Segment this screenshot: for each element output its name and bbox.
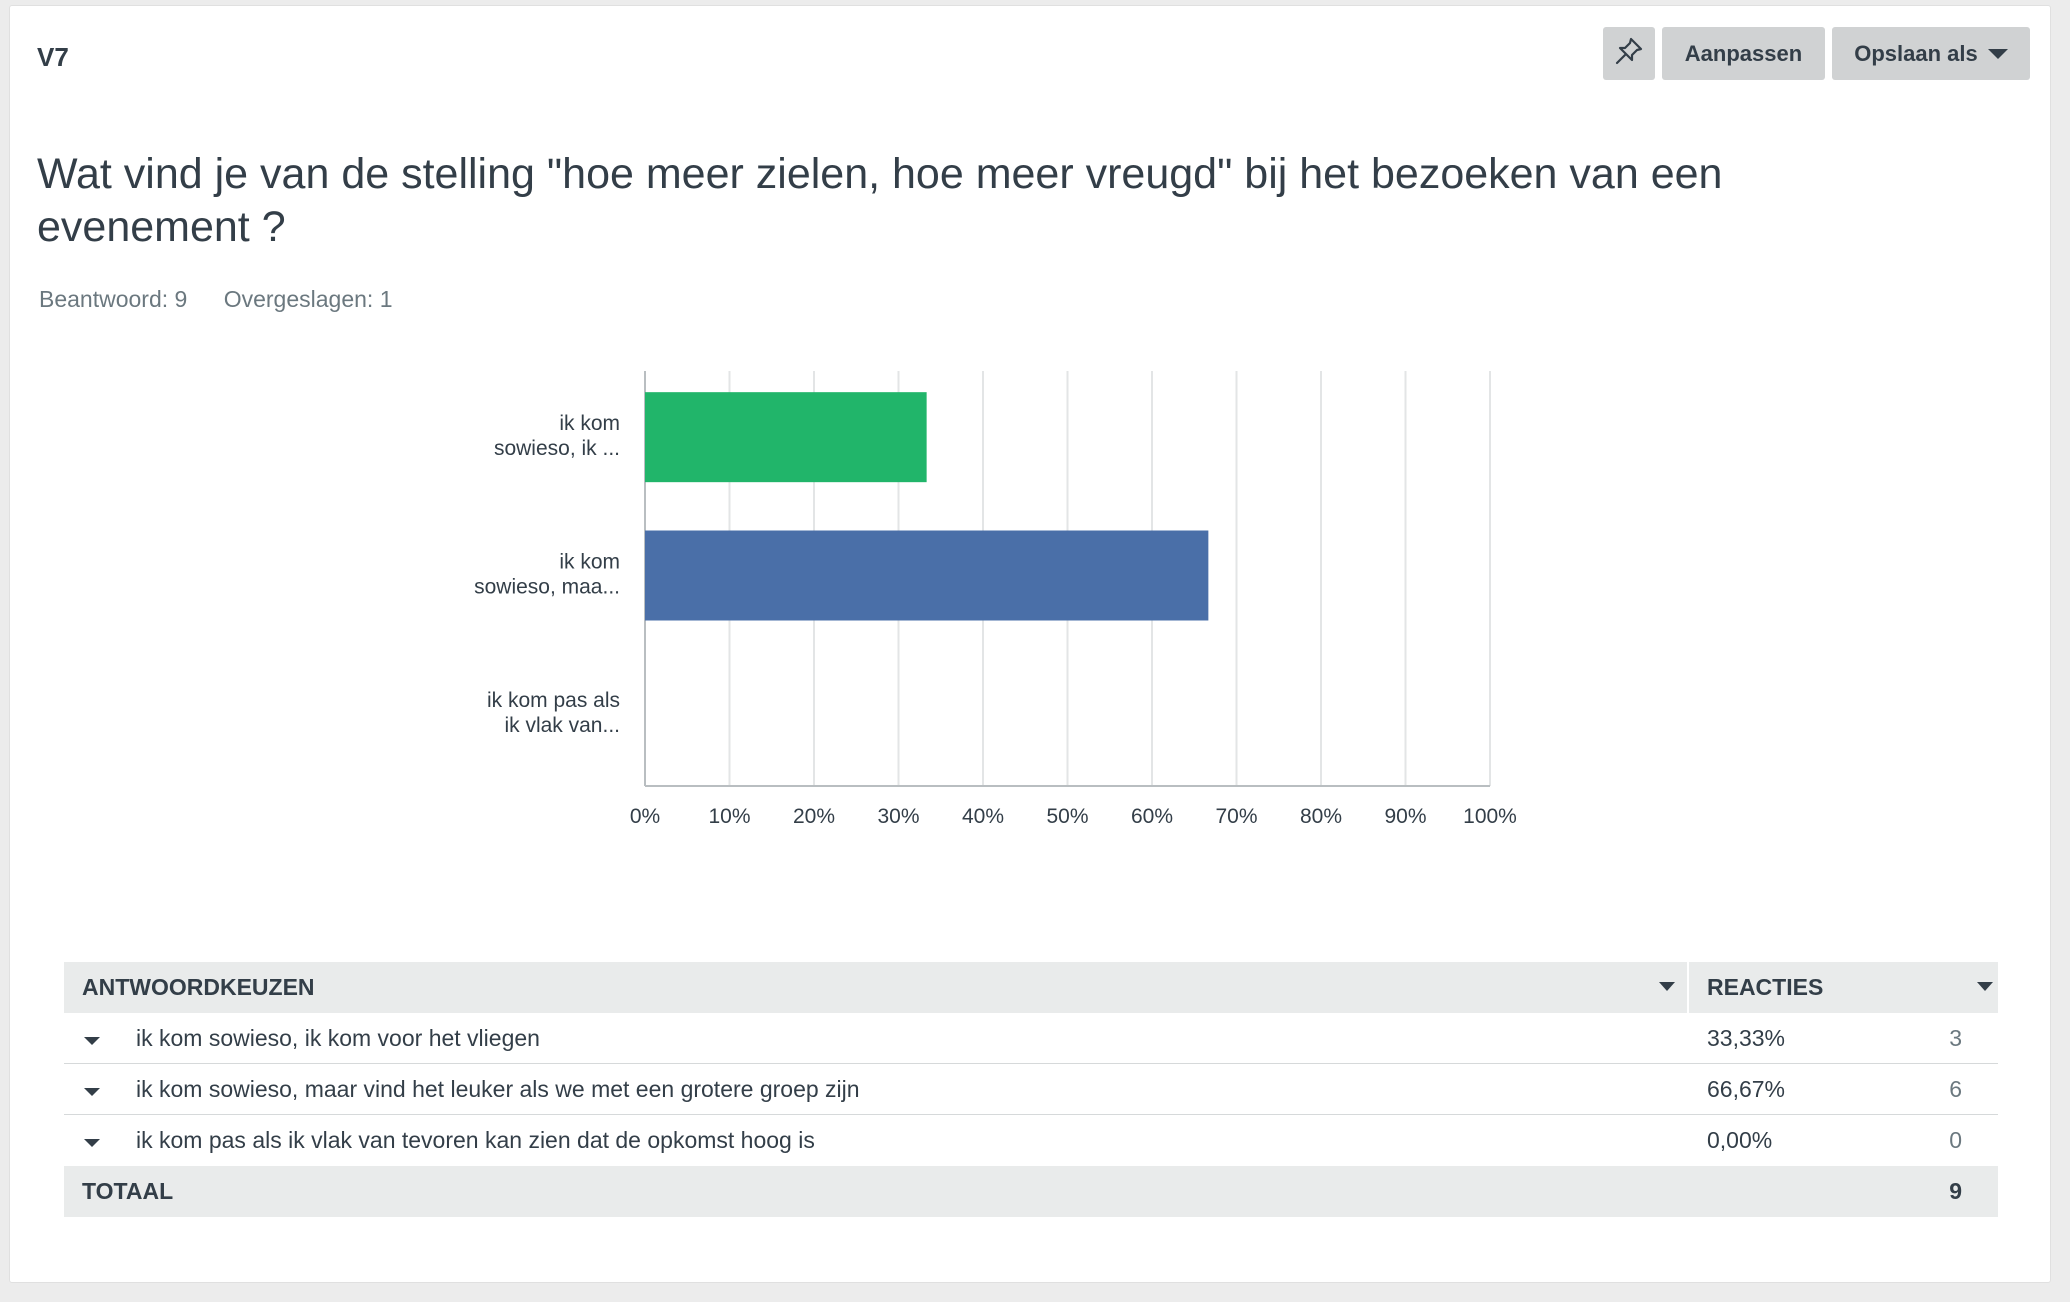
pin-button[interactable] (1603, 27, 1655, 80)
column-divider (1687, 962, 1689, 1013)
question-number: V7 (37, 42, 69, 72)
row-label: ik kom sowieso, maar vind het leuker als… (136, 1076, 860, 1102)
x-tick-label: 100% (1463, 805, 1517, 828)
table-row: ik kom sowieso, maar vind het leuker als… (64, 1064, 1998, 1115)
x-tick-label: 20% (793, 805, 835, 828)
row-percent: 33,33% (1707, 1025, 1786, 1051)
pin-icon (1614, 36, 1644, 72)
expand-row-icon[interactable] (84, 1037, 100, 1045)
bar (645, 530, 1209, 621)
expand-row-icon[interactable] (84, 1139, 100, 1147)
save-as-label: Opslaan als (1854, 40, 1978, 66)
category-label: sowieso, ik ... (494, 437, 620, 460)
category-label: ik kom (559, 551, 620, 574)
category-label: ik vlak van... (504, 714, 620, 737)
row-percent: 66,67% (1707, 1076, 1786, 1102)
row-label: ik kom pas als ik vlak van tevoren kan z… (136, 1127, 815, 1153)
x-tick-label: 50% (1046, 805, 1088, 828)
x-tick-label: 70% (1215, 805, 1257, 828)
category-label: ik kom pas als (487, 689, 620, 712)
expand-row-icon[interactable] (84, 1088, 100, 1096)
total-label: TOTAAL (82, 1178, 174, 1204)
save-as-dropdown[interactable]: Opslaan als (1832, 27, 2030, 80)
table-total-row: TOTAAL 9 (64, 1166, 1998, 1217)
bar-chart-svg: 0% 10% 20% 30% 40% 50% 60% 70% 80% 90% 100%ik koms… (474, 371, 1517, 828)
category-label: ik kom (559, 412, 620, 435)
response-stats: Beantwoord: 9 Overgeslagen: 1 (39, 286, 423, 313)
question-title: Wat vind je van de stelling "hoe meer zi… (37, 150, 1723, 251)
total-count: 9 (1949, 1178, 1962, 1204)
header-responses[interactable]: REACTIES (1707, 974, 1824, 1000)
x-tick-label: 60% (1131, 805, 1173, 828)
x-tick-label: 10% (708, 805, 750, 828)
x-tick-label: 40% (962, 805, 1004, 828)
row-count: 3 (1949, 1025, 1962, 1051)
x-tick-label: 80% (1300, 805, 1342, 828)
row-percent: 0,00% (1707, 1127, 1773, 1153)
adjust-button[interactable]: Aanpassen (1662, 27, 1825, 80)
x-tick-label: 0% (630, 805, 660, 828)
table-row: ik kom pas als ik vlak van tevoren kan z… (64, 1115, 1998, 1166)
question-card: V7 Aanpassen Opslaan als Wat vind je van… (9, 5, 2051, 1283)
chevron-down-icon (1987, 48, 2008, 59)
bar (645, 392, 927, 483)
row-count: 0 (1949, 1127, 1962, 1153)
row-count: 6 (1949, 1076, 1962, 1102)
sort-responses-icon[interactable] (1977, 982, 1993, 991)
table-row: ik kom sowieso, ik kom voor het vliegen … (64, 1013, 1998, 1064)
responses-table: ANTWOORDKEUZEN REACTIES ik kom sowieso, … (64, 962, 1998, 1217)
category-label: sowieso, maa... (474, 576, 620, 599)
skipped-count: Overgeslagen: 1 (223, 286, 393, 312)
x-tick-label: 30% (877, 805, 919, 828)
table-header: ANTWOORDKEUZEN REACTIES (64, 962, 1998, 1013)
header-choices[interactable]: ANTWOORDKEUZEN (82, 974, 315, 1000)
answered-count: Beantwoord: 9 (39, 286, 188, 312)
x-tick-label: 90% (1384, 805, 1426, 828)
row-label: ik kom sowieso, ik kom voor het vliegen (136, 1025, 540, 1051)
bar-chart: 0% 10% 20% 30% 40% 50% 60% 70% 80% 90% 100% ik kom s… (10, 6, 2052, 906)
sort-choices-icon[interactable] (1659, 982, 1675, 991)
